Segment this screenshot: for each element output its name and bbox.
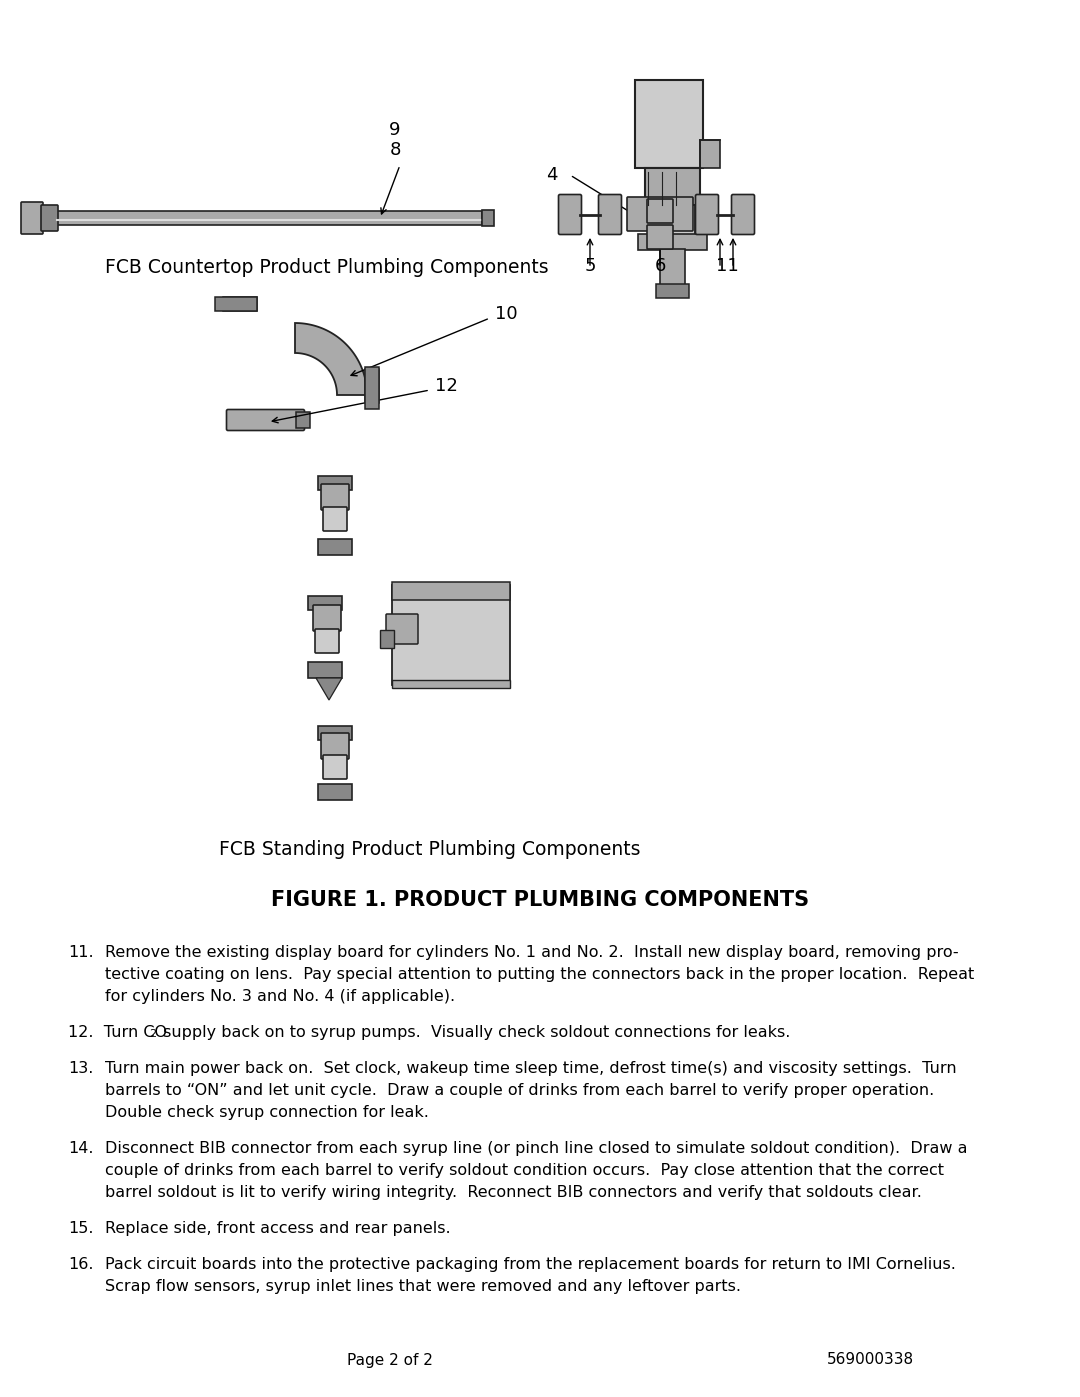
FancyBboxPatch shape xyxy=(386,615,418,644)
Text: 5: 5 xyxy=(584,257,596,275)
FancyBboxPatch shape xyxy=(731,194,755,235)
Text: Double check syrup connection for leak.: Double check syrup connection for leak. xyxy=(105,1105,429,1120)
Text: 16.: 16. xyxy=(68,1257,94,1273)
Text: 11: 11 xyxy=(716,257,739,275)
Text: tective coating on lens.  Pay special attention to putting the connectors back i: tective coating on lens. Pay special att… xyxy=(105,967,974,982)
FancyBboxPatch shape xyxy=(647,198,673,224)
Text: FCB Countertop Product Plumbing Components: FCB Countertop Product Plumbing Componen… xyxy=(105,258,549,277)
Text: Turn main power back on.  Set clock, wakeup time sleep time, defrost time(s) and: Turn main power back on. Set clock, wake… xyxy=(105,1060,957,1076)
FancyBboxPatch shape xyxy=(323,754,347,780)
FancyBboxPatch shape xyxy=(647,225,673,249)
Text: Pack circuit boards into the protective packaging from the replacement boards fo: Pack circuit boards into the protective … xyxy=(105,1257,956,1273)
Text: 2: 2 xyxy=(150,1030,157,1039)
Text: 8: 8 xyxy=(389,141,401,159)
FancyBboxPatch shape xyxy=(227,409,305,430)
FancyBboxPatch shape xyxy=(313,605,341,631)
Bar xyxy=(392,680,510,687)
Bar xyxy=(482,210,494,226)
Bar xyxy=(650,205,696,235)
Text: for cylinders No. 3 and No. 4 (if applicable).: for cylinders No. 3 and No. 4 (if applic… xyxy=(105,989,455,1004)
Text: 11.: 11. xyxy=(68,944,94,960)
Bar xyxy=(57,211,482,225)
Bar xyxy=(645,168,700,205)
Text: 569000338: 569000338 xyxy=(826,1352,914,1368)
FancyBboxPatch shape xyxy=(21,203,43,235)
Bar xyxy=(222,298,257,312)
Bar xyxy=(635,80,703,168)
FancyBboxPatch shape xyxy=(41,205,58,231)
Text: FCB Standing Product Plumbing Components: FCB Standing Product Plumbing Components xyxy=(219,840,640,859)
Bar xyxy=(392,583,510,599)
Bar xyxy=(365,367,379,409)
Text: FIGURE 1. PRODUCT PLUMBING COMPONENTS: FIGURE 1. PRODUCT PLUMBING COMPONENTS xyxy=(271,890,809,909)
Text: Disconnect BIB connector from each syrup line (or pinch line closed to simulate : Disconnect BIB connector from each syrup… xyxy=(105,1141,968,1155)
Text: Scrap flow sensors, syrup inlet lines that were removed and any leftover parts.: Scrap flow sensors, syrup inlet lines th… xyxy=(105,1280,741,1294)
Text: 4: 4 xyxy=(546,166,558,184)
FancyBboxPatch shape xyxy=(558,194,581,235)
FancyBboxPatch shape xyxy=(598,194,621,235)
FancyBboxPatch shape xyxy=(627,197,693,231)
Text: 6: 6 xyxy=(654,257,665,275)
Text: 10: 10 xyxy=(495,305,517,323)
Bar xyxy=(318,784,352,800)
Bar xyxy=(392,585,510,685)
Text: 13.: 13. xyxy=(68,1060,93,1076)
Bar xyxy=(380,630,394,648)
Bar xyxy=(656,284,689,298)
FancyBboxPatch shape xyxy=(321,483,349,510)
Bar xyxy=(365,369,379,402)
Text: Remove the existing display board for cylinders No. 1 and No. 2.  Install new di: Remove the existing display board for cy… xyxy=(105,944,959,960)
Bar xyxy=(296,412,310,427)
FancyBboxPatch shape xyxy=(315,629,339,652)
Polygon shape xyxy=(316,678,342,700)
Text: supply back on to syrup pumps.  Visually check soldout connections for leaks.: supply back on to syrup pumps. Visually … xyxy=(158,1025,789,1039)
Bar xyxy=(308,597,342,610)
Text: Replace side, front access and rear panels.: Replace side, front access and rear pane… xyxy=(105,1221,450,1236)
Bar xyxy=(638,235,707,250)
Text: Page 2 of 2: Page 2 of 2 xyxy=(347,1352,433,1368)
Bar xyxy=(660,249,685,285)
Text: 12: 12 xyxy=(435,377,458,395)
Polygon shape xyxy=(700,140,720,168)
Text: barrel soldout is lit to verify wiring integrity.  Reconnect BIB connectors and : barrel soldout is lit to verify wiring i… xyxy=(105,1185,922,1200)
FancyBboxPatch shape xyxy=(321,733,349,759)
Bar xyxy=(318,726,352,740)
Text: barrels to “ON” and let unit cycle.  Draw a couple of drinks from each barrel to: barrels to “ON” and let unit cycle. Draw… xyxy=(105,1083,934,1098)
Bar xyxy=(308,662,342,678)
Polygon shape xyxy=(295,323,367,395)
Bar xyxy=(318,476,352,490)
Text: couple of drinks from each barrel to verify soldout condition occurs.  Pay close: couple of drinks from each barrel to ver… xyxy=(105,1162,944,1178)
Text: 14.: 14. xyxy=(68,1141,94,1155)
FancyBboxPatch shape xyxy=(696,194,718,235)
Text: 15.: 15. xyxy=(68,1221,94,1236)
FancyBboxPatch shape xyxy=(323,507,347,531)
Text: 12.  Turn CO: 12. Turn CO xyxy=(68,1025,167,1039)
Bar xyxy=(318,539,352,555)
Text: 9: 9 xyxy=(389,122,401,138)
Bar xyxy=(215,298,257,312)
